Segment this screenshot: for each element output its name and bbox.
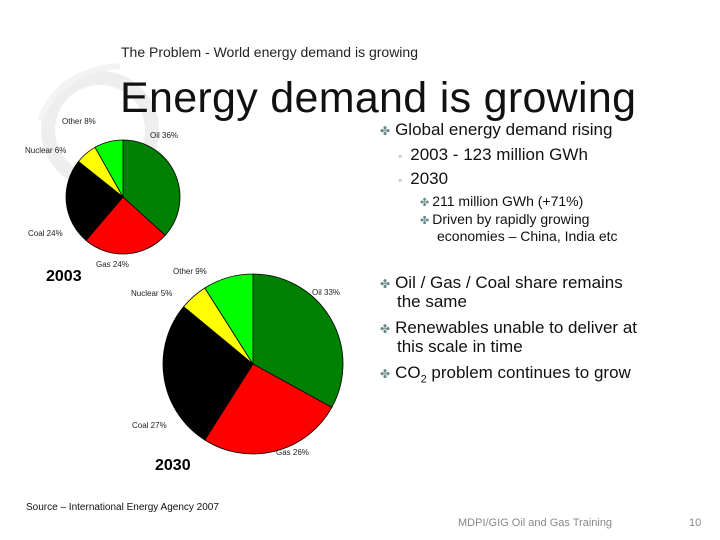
slide-header: The Problem - World energy demand is gro…	[121, 44, 418, 60]
pie-2030-label-other: Other 9%	[173, 267, 207, 276]
pie-2030-label-oil: Oil 33%	[312, 288, 341, 297]
subbullet-text: 2030	[410, 169, 449, 188]
pie-2030-year: 2030	[155, 457, 191, 474]
pie-2030-label-gas: Gas 26%	[276, 448, 309, 457]
subbullet-text: 2003 - 123 million GWh	[410, 145, 588, 164]
subbullet-icon: ◦	[398, 149, 403, 163]
co2-text: CO	[395, 363, 421, 382]
pie-2003-slice-other	[94, 139, 124, 199]
bullet-text: Renewables unable to deliver at	[395, 318, 637, 337]
bullet-icon: ✤	[380, 277, 391, 291]
pie-2030-label-nuclear: Nuclear 5%	[131, 289, 173, 298]
pie-2030-slice-coal	[162, 306, 254, 441]
bullet-renewables-cont: this scale in time	[397, 337, 523, 356]
bullet-text: Global energy demand rising	[395, 120, 613, 139]
pie-2003-year: 2003	[46, 268, 82, 285]
bullet-global-demand: ✤ Global energy demand rising	[380, 120, 612, 141]
subsubbullet-text: Driven by rapidly growing	[432, 211, 590, 227]
footer-text: MDPI/GIG Oil and Gas Training	[458, 517, 613, 529]
pie-2003-label-coal: Coal 24%	[28, 229, 63, 238]
bullet-co2: ✤ CO2 problem continues to grow	[380, 363, 631, 389]
bullet-share: ✤ Oil / Gas / Coal share remains	[380, 273, 623, 294]
subsubbullet-driven: ✤ Driven by rapidly growing	[420, 211, 589, 230]
pie-2030-slice-other	[204, 273, 254, 366]
pie-2003-label-other: Other 8%	[62, 117, 96, 126]
subsubbullet-driven-cont: economies – China, India etc	[437, 228, 618, 244]
pie-2030-label-coal: Coal 27%	[132, 421, 167, 430]
co2-text-rest: problem continues to grow	[426, 363, 631, 382]
subbullet-2030: ◦ 2030	[398, 169, 448, 190]
pie-2003-slice-gas	[85, 196, 166, 255]
pie-2003-label-nuclear: Nuclear 6%	[25, 146, 67, 155]
subbullet-icon: ◦	[398, 173, 403, 187]
pie-2003-label-oil: Oil 36%	[150, 131, 179, 140]
page-number: 10	[689, 517, 702, 529]
bullet-share-cont: the same	[397, 292, 467, 311]
bullet-renewables: ✤ Renewables unable to deliver at	[380, 318, 637, 339]
bullet-icon: ✤	[380, 367, 391, 381]
subsubbullet-211: ✤ 211 million GWh (+71%)	[420, 193, 583, 212]
source-citation: Source – International Energy Agency 200…	[26, 502, 219, 513]
subbullet-2003: ◦ 2003 - 123 million GWh	[398, 145, 588, 166]
subsubbullet-icon: ✤	[420, 215, 430, 227]
bullet-icon: ✤	[380, 124, 391, 138]
pie-2030-slice-oil	[252, 273, 344, 408]
bullet-text: Oil / Gas / Coal share remains	[395, 273, 623, 292]
co2-subscript: 2	[420, 373, 427, 386]
pie-2003-label-gas: Gas 24%	[96, 260, 129, 269]
bullet-icon: ✤	[380, 322, 391, 336]
subsubbullet-icon: ✤	[420, 197, 430, 209]
slide-title: Energy demand is growing	[120, 74, 637, 122]
pie-2003-slice-oil	[122, 139, 181, 236]
pie-2030-slice-gas	[204, 363, 333, 455]
pie-2003-slice-coal	[65, 160, 124, 241]
subsubbullet-text: 211 million GWh (+71%)	[432, 193, 584, 209]
